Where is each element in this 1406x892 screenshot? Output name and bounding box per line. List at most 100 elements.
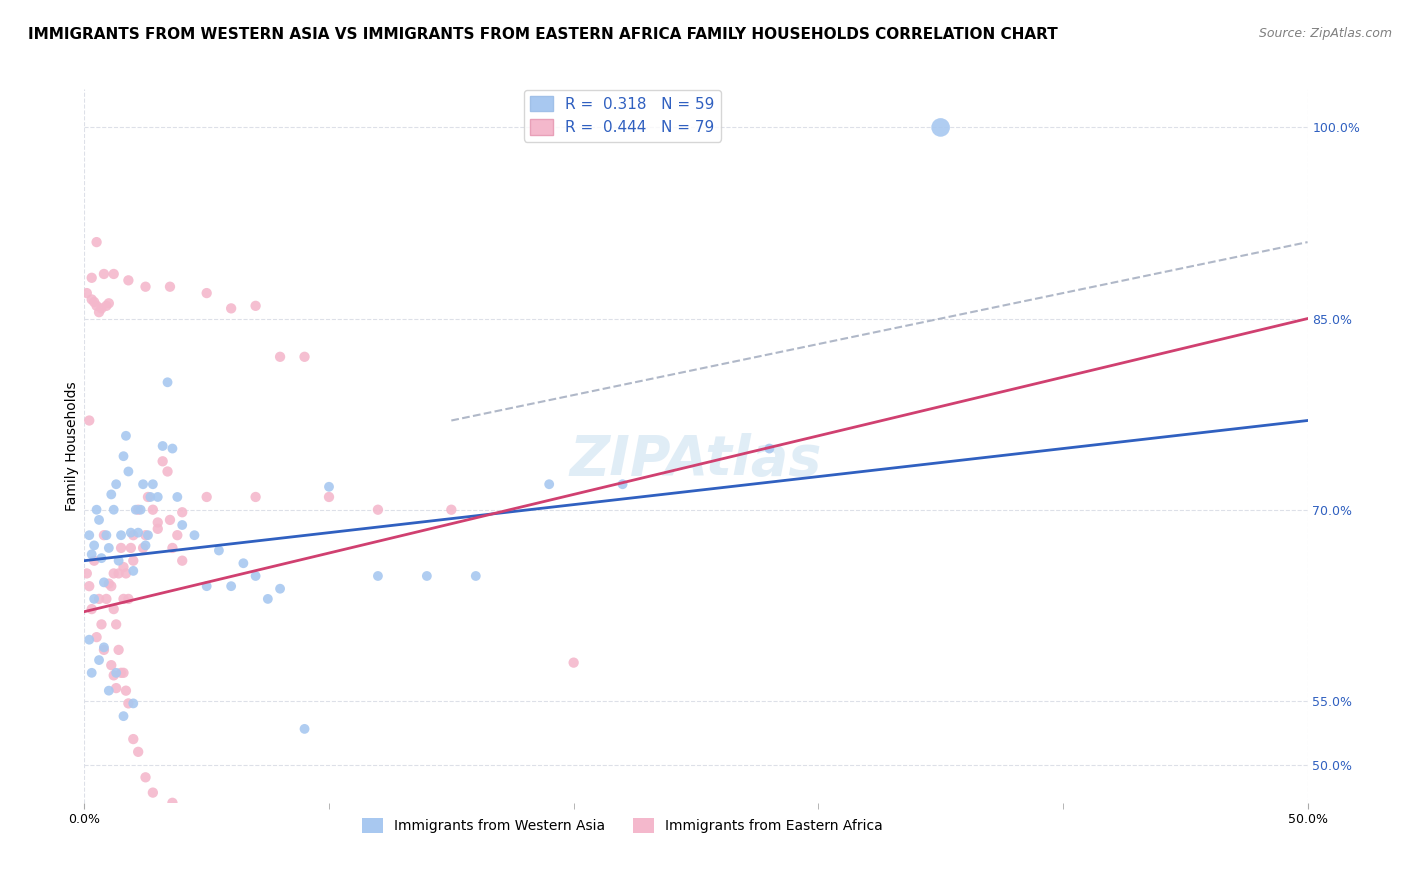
Point bbox=[93, 643, 115, 657]
Point bbox=[83, 538, 105, 552]
Point bbox=[77, 632, 100, 647]
Point bbox=[122, 564, 145, 578]
Point bbox=[77, 579, 100, 593]
Point bbox=[183, 528, 205, 542]
Point bbox=[162, 541, 184, 555]
Point bbox=[87, 305, 110, 319]
Point bbox=[318, 480, 340, 494]
Point bbox=[135, 538, 157, 552]
Point bbox=[245, 569, 267, 583]
Point bbox=[142, 786, 165, 800]
Point bbox=[142, 502, 165, 516]
Point bbox=[93, 640, 115, 655]
Point bbox=[122, 732, 145, 747]
Point bbox=[132, 541, 155, 555]
Point bbox=[93, 267, 115, 281]
Text: Source: ZipAtlas.com: Source: ZipAtlas.com bbox=[1258, 27, 1392, 40]
Point bbox=[117, 591, 139, 606]
Point bbox=[208, 543, 231, 558]
Point bbox=[115, 683, 138, 698]
Point bbox=[152, 454, 174, 468]
Point bbox=[93, 575, 115, 590]
Point bbox=[112, 449, 135, 463]
Point bbox=[129, 502, 152, 516]
Point bbox=[110, 528, 132, 542]
Point bbox=[172, 518, 194, 533]
Point bbox=[159, 279, 181, 293]
Point bbox=[112, 665, 135, 680]
Point bbox=[172, 505, 194, 519]
Point bbox=[107, 554, 129, 568]
Point bbox=[105, 477, 128, 491]
Point bbox=[195, 490, 218, 504]
Point bbox=[87, 591, 110, 606]
Point bbox=[110, 665, 132, 680]
Point bbox=[219, 301, 242, 316]
Point bbox=[146, 490, 169, 504]
Point bbox=[219, 579, 242, 593]
Point bbox=[100, 658, 122, 673]
Point bbox=[97, 541, 120, 555]
Point bbox=[127, 502, 149, 516]
Point bbox=[77, 528, 100, 542]
Point bbox=[195, 579, 218, 593]
Point bbox=[103, 267, 125, 281]
Point bbox=[232, 556, 254, 570]
Text: ZIPAtlas: ZIPAtlas bbox=[569, 434, 823, 487]
Point bbox=[146, 516, 169, 530]
Point bbox=[416, 569, 439, 583]
Point bbox=[77, 413, 100, 427]
Point bbox=[257, 591, 280, 606]
Point bbox=[156, 376, 179, 390]
Point bbox=[127, 745, 149, 759]
Point bbox=[93, 528, 115, 542]
Point bbox=[122, 554, 145, 568]
Point bbox=[139, 490, 162, 504]
Point bbox=[562, 656, 585, 670]
Point bbox=[135, 770, 157, 784]
Point bbox=[162, 796, 184, 810]
Point bbox=[83, 295, 105, 310]
Point bbox=[110, 541, 132, 555]
Point bbox=[146, 522, 169, 536]
Point bbox=[245, 490, 267, 504]
Point bbox=[83, 591, 105, 606]
Point bbox=[107, 643, 129, 657]
Point bbox=[100, 487, 122, 501]
Text: IMMIGRANTS FROM WESTERN ASIA VS IMMIGRANTS FROM EASTERN AFRICA FAMILY HOUSEHOLDS: IMMIGRANTS FROM WESTERN ASIA VS IMMIGRAN… bbox=[28, 27, 1057, 42]
Point bbox=[122, 697, 145, 711]
Point bbox=[120, 541, 142, 555]
Point bbox=[135, 279, 157, 293]
Point bbox=[318, 490, 340, 504]
Point bbox=[117, 697, 139, 711]
Point bbox=[112, 591, 135, 606]
Point bbox=[929, 120, 952, 135]
Point bbox=[86, 630, 108, 644]
Point bbox=[162, 442, 184, 456]
Point bbox=[96, 591, 118, 606]
Point bbox=[367, 502, 389, 516]
Point bbox=[80, 547, 103, 561]
Point bbox=[97, 296, 120, 310]
Point bbox=[440, 502, 463, 516]
Point bbox=[120, 525, 142, 540]
Point bbox=[294, 722, 316, 736]
Point bbox=[294, 350, 316, 364]
Point bbox=[122, 528, 145, 542]
Point bbox=[245, 299, 267, 313]
Point bbox=[76, 286, 98, 301]
Point bbox=[90, 301, 112, 316]
Point bbox=[172, 554, 194, 568]
Point bbox=[117, 465, 139, 479]
Point bbox=[80, 270, 103, 285]
Point bbox=[80, 602, 103, 616]
Point bbox=[96, 299, 118, 313]
Point bbox=[117, 273, 139, 287]
Point bbox=[152, 439, 174, 453]
Point bbox=[127, 525, 149, 540]
Point bbox=[112, 560, 135, 574]
Point bbox=[105, 665, 128, 680]
Point bbox=[87, 653, 110, 667]
Point bbox=[195, 286, 218, 301]
Point bbox=[112, 709, 135, 723]
